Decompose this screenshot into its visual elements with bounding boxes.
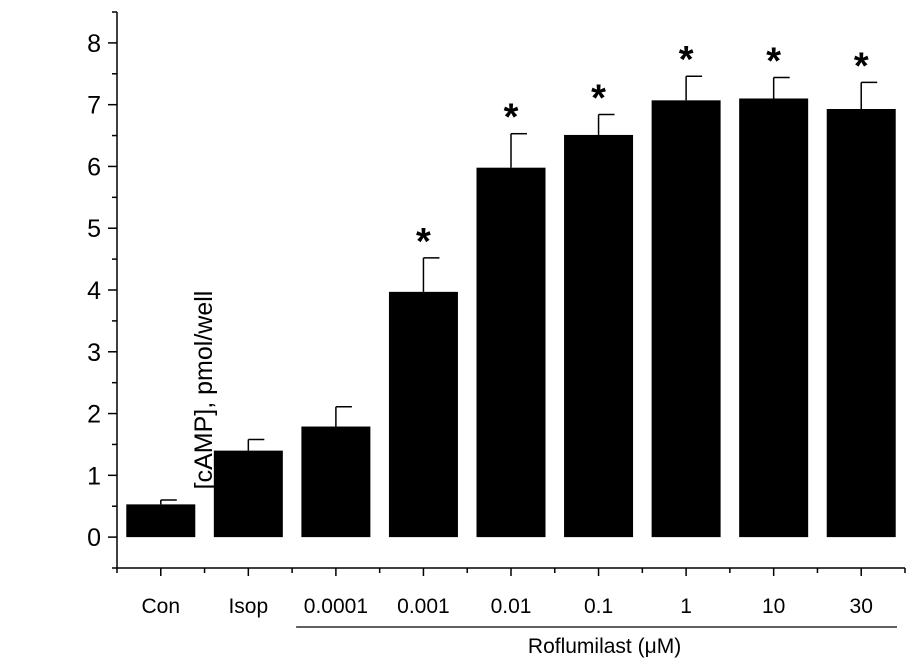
y-axis-title: [cAMP], pmol/well [190,291,218,490]
bar [213,450,283,538]
significance-marker: * [854,45,869,87]
significance-layer: * * * * * * [416,39,869,263]
bar [301,426,371,538]
x-tick-label: 0.001 [397,595,450,618]
y-tick-label: 5 [87,215,101,243]
y-tick-label: 1 [87,462,101,490]
significance-marker: * [766,40,781,82]
error-bars-layer [160,75,878,505]
bar [826,108,896,538]
bar [564,134,634,538]
x-tick-label: 1 [680,595,692,618]
y-tick-label: 6 [87,153,101,181]
x-tick-label: 30 [850,595,873,618]
y-tick-label: 4 [87,277,101,305]
bar [476,167,546,538]
x-tick-label: 0.1 [584,595,613,618]
significance-marker: * [679,39,694,81]
bar [388,291,458,538]
significance-marker: * [504,97,519,139]
y-tick-label: 3 [87,339,101,367]
x-tick-label: Isop [228,595,268,618]
labels-layer: Con Isop 0.0001 0.001 0.01 0.1 1 10 30 0 1 2 3 4 5 6 7 8 [87,30,873,618]
y-tick-label: 7 [87,92,101,120]
x-tick-label: 0.01 [491,595,532,618]
significance-marker: * [591,78,606,120]
x-tick-label: Con [142,595,181,618]
significance-marker: * [416,221,431,263]
y-tick-label: 8 [87,30,101,58]
axes-layer [108,11,906,576]
bar [651,100,721,538]
x-tick-label: 0.0001 [304,595,368,618]
y-tick-label: 2 [87,401,101,429]
bar [739,98,809,538]
group-label: Roflumilast (μM) [528,635,681,658]
bars-layer [126,98,896,538]
x-tick-label: 10 [762,595,785,618]
y-tick-label: 0 [87,524,101,552]
bar [126,504,196,538]
